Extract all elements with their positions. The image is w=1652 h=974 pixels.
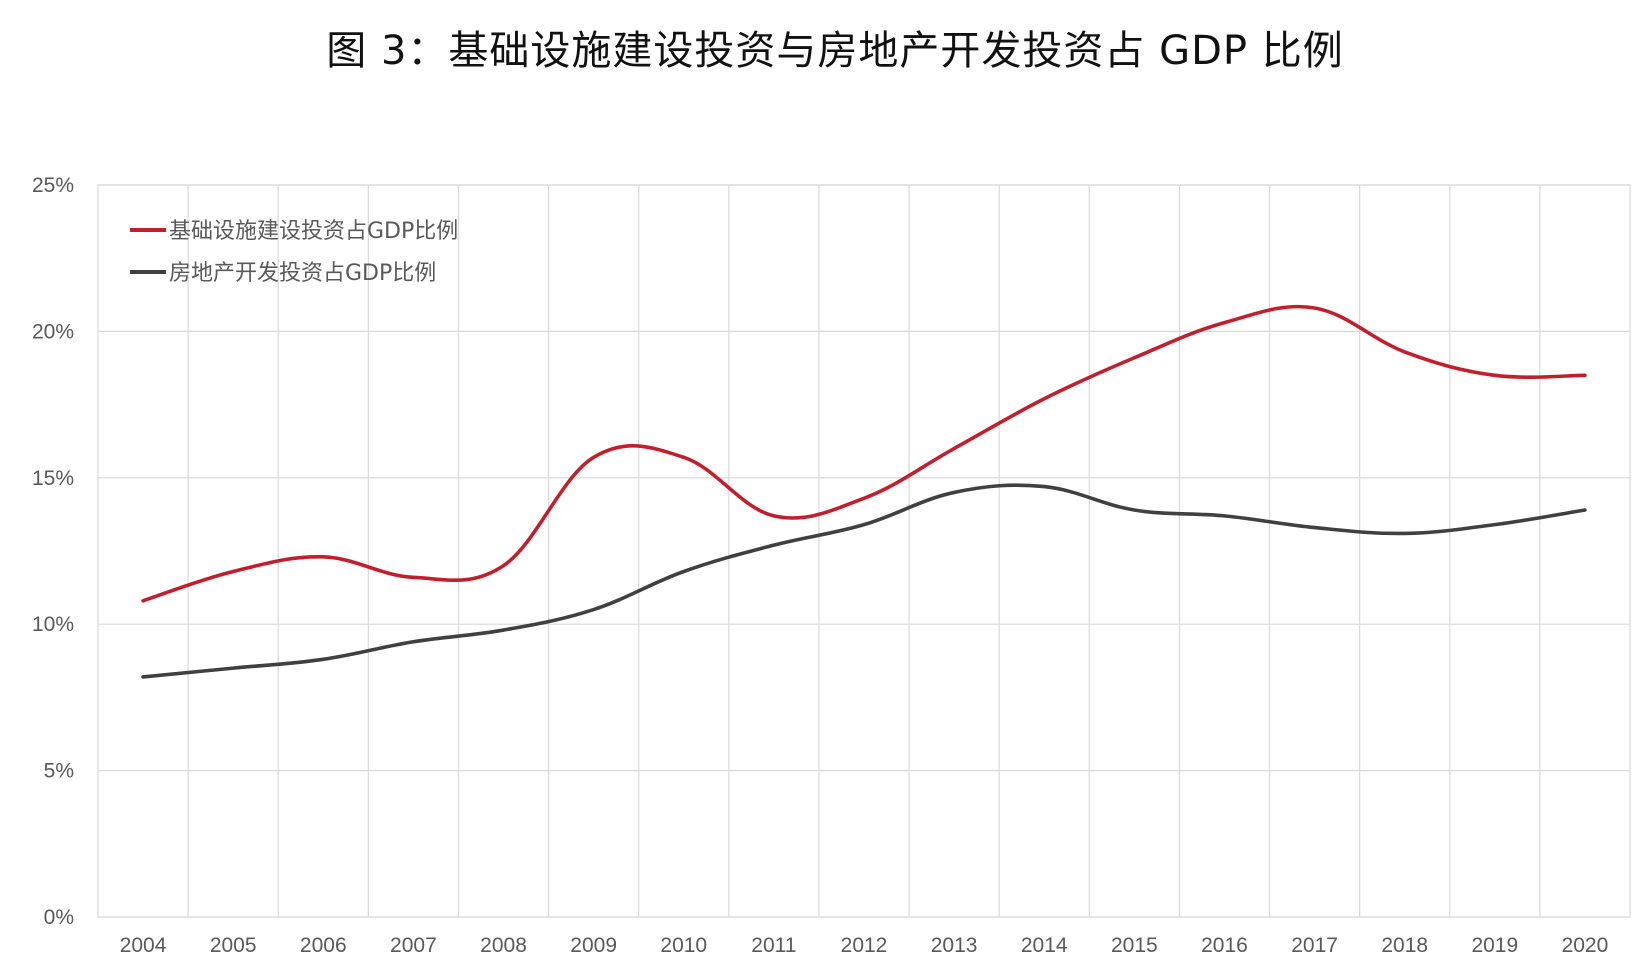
y-tick-label: 10%: [32, 613, 74, 636]
x-tick-label: 2011: [751, 934, 796, 957]
x-tick-label: 2012: [841, 934, 888, 957]
y-axis-ticks: 0% 5% 10% 15% 20% 25%: [32, 174, 74, 929]
x-axis-ticks: 2004 2005 2006 2007 2008 2009 2010 2011 2012 2013…: [120, 934, 1609, 957]
x-tick-label: 2010: [660, 934, 707, 957]
series-line-0: [141, 304, 1587, 603]
chart-title: 图 3：基础设施建设投资与房地产开发投资占 GDP 比例: [326, 28, 1344, 74]
x-tick-label: 2014: [1021, 934, 1068, 957]
x-tick-label: 2013: [931, 934, 978, 957]
x-tick-label: 2019: [1471, 934, 1518, 957]
legend-label: 房地产开发投资占GDP比例: [169, 261, 436, 286]
x-tick-label: 2005: [210, 934, 257, 957]
x-tick-label: 2018: [1381, 934, 1428, 957]
y-tick-label: 25%: [32, 174, 74, 197]
y-tick-label: 0%: [44, 906, 74, 929]
plot-border: [97, 184, 1631, 918]
x-tick-label: 2004: [120, 934, 167, 957]
x-tick-label: 2015: [1111, 934, 1158, 957]
y-tick-label: 5%: [44, 760, 74, 783]
x-tick-label: 2009: [570, 934, 617, 957]
series-lines: [141, 304, 1587, 679]
x-tick-label: 2007: [390, 934, 437, 957]
legend-label: 基础设施建设投资占GDP比例: [169, 219, 458, 244]
y-tick-label: 20%: [32, 320, 74, 343]
x-tick-label: 2020: [1562, 934, 1609, 957]
x-tick-label: 2017: [1291, 934, 1338, 957]
grid: [97, 184, 1631, 918]
series-line-1: [141, 483, 1587, 679]
x-tick-label: 2008: [480, 934, 527, 957]
y-tick-label: 15%: [32, 467, 74, 490]
x-tick-label: 2016: [1201, 934, 1248, 957]
x-tick-label: 2006: [300, 934, 347, 957]
